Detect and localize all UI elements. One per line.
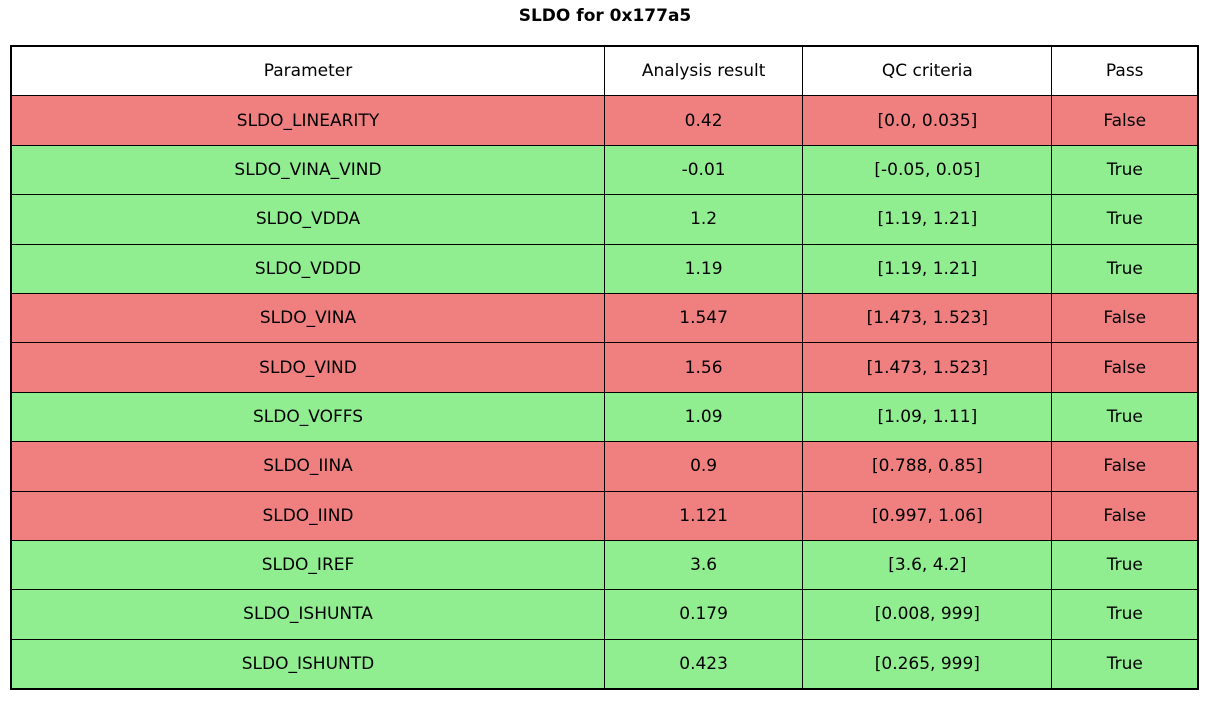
parameter-cell: SLDO_ISHUNTD xyxy=(10,638,605,690)
qc-criteria-cell: [0.788, 0.85] xyxy=(802,441,1053,492)
table-row: SLDO_IREF 3.6 [3.6, 4.2] True xyxy=(10,539,1199,591)
analysis-result-cell: 0.423 xyxy=(603,638,804,690)
pass-cell: True xyxy=(1051,144,1199,196)
pass-cell: False xyxy=(1051,95,1199,146)
table-header: Parameter Analysis result QC criteria Pa… xyxy=(10,45,1199,97)
pass-cell: True xyxy=(1051,539,1199,591)
table-row: SLDO_VIND 1.56 [1.473, 1.523] False xyxy=(10,342,1199,393)
table-body: SLDO_LINEARITY 0.42 [0.0, 0.035] False SLDO_… xyxy=(10,95,1199,690)
qc-criteria-cell: [1.09, 1.11] xyxy=(802,391,1053,443)
table-row: SLDO_VINA 1.547 [1.473, 1.523] False xyxy=(10,292,1199,344)
page-title: SLDO for 0x177a5 xyxy=(518,6,692,26)
table-row: SLDO_ISHUNTD 0.423 [0.265, 999] True xyxy=(10,638,1199,690)
parameter-cell: SLDO_IIND xyxy=(10,490,605,541)
pass-cell: True xyxy=(1051,638,1199,690)
table-row: SLDO_VDDD 1.19 [1.19, 1.21] True xyxy=(10,243,1199,294)
pass-cell: True xyxy=(1051,194,1199,245)
pass-cell: False xyxy=(1051,342,1199,393)
pass-cell: True xyxy=(1051,391,1199,443)
analysis-result-cell: 1.2 xyxy=(603,194,804,245)
table-row: SLDO_VINA_VIND -0.01 [-0.05, 0.05] True xyxy=(10,144,1199,196)
parameter-cell: SLDO_VINA xyxy=(10,292,605,344)
parameter-cell: SLDO_ISHUNTA xyxy=(10,589,605,640)
qc-criteria-cell: [0.265, 999] xyxy=(802,638,1053,690)
qc-criteria-cell: [0.0, 0.035] xyxy=(802,95,1053,146)
parameter-cell: SLDO_IREF xyxy=(10,539,605,591)
qc-criteria-cell: [3.6, 4.2] xyxy=(802,539,1053,591)
analysis-result-cell: -0.01 xyxy=(603,144,804,196)
table-row: SLDO_IINA 0.9 [0.788, 0.85] False xyxy=(10,441,1199,492)
column-header-qc-criteria: QC criteria xyxy=(802,45,1053,97)
column-header-pass: Pass xyxy=(1051,45,1199,97)
qc-criteria-cell: [1.473, 1.523] xyxy=(802,292,1053,344)
analysis-result-cell: 1.19 xyxy=(603,243,804,294)
parameter-cell: SLDO_IINA xyxy=(10,441,605,492)
analysis-result-cell: 1.56 xyxy=(603,342,804,393)
parameter-cell: SLDO_VDDA xyxy=(10,194,605,245)
analysis-result-cell: 0.42 xyxy=(603,95,804,146)
qc-criteria-cell: [1.19, 1.21] xyxy=(802,243,1053,294)
parameter-cell: SLDO_VIND xyxy=(10,342,605,393)
column-header-parameter: Parameter xyxy=(10,45,605,97)
analysis-result-cell: 3.6 xyxy=(603,539,804,591)
table-row: SLDO_VDDA 1.2 [1.19, 1.21] True xyxy=(10,194,1199,245)
pass-cell: False xyxy=(1051,490,1199,541)
pass-cell: True xyxy=(1051,589,1199,640)
pass-cell: False xyxy=(1051,292,1199,344)
table-row: SLDO_LINEARITY 0.42 [0.0, 0.035] False xyxy=(10,95,1199,146)
qc-criteria-cell: [0.997, 1.06] xyxy=(802,490,1053,541)
qc-results-table: Parameter Analysis result QC criteria Pa… xyxy=(10,45,1199,691)
analysis-result-cell: 1.09 xyxy=(603,391,804,443)
analysis-result-cell: 0.179 xyxy=(603,589,804,640)
parameter-cell: SLDO_VINA_VIND xyxy=(10,144,605,196)
column-header-analysis-result: Analysis result xyxy=(603,45,804,97)
parameter-cell: SLDO_VDDD xyxy=(10,243,605,294)
table-row: SLDO_VOFFS 1.09 [1.09, 1.11] True xyxy=(10,391,1199,443)
analysis-result-cell: 1.547 xyxy=(603,292,804,344)
qc-criteria-cell: [0.008, 999] xyxy=(802,589,1053,640)
analysis-result-cell: 0.9 xyxy=(603,441,804,492)
parameter-cell: SLDO_VOFFS xyxy=(10,391,605,443)
qc-criteria-cell: [-0.05, 0.05] xyxy=(802,144,1053,196)
table-row: SLDO_ISHUNTA 0.179 [0.008, 999] True xyxy=(10,589,1199,640)
header-row: Parameter Analysis result QC criteria Pa… xyxy=(10,45,1199,97)
pass-cell: True xyxy=(1051,243,1199,294)
qc-criteria-cell: [1.19, 1.21] xyxy=(802,194,1053,245)
analysis-result-cell: 1.121 xyxy=(603,490,804,541)
pass-cell: False xyxy=(1051,441,1199,492)
table-row: SLDO_IIND 1.121 [0.997, 1.06] False xyxy=(10,490,1199,541)
parameter-cell: SLDO_LINEARITY xyxy=(10,95,605,146)
qc-criteria-cell: [1.473, 1.523] xyxy=(802,342,1053,393)
